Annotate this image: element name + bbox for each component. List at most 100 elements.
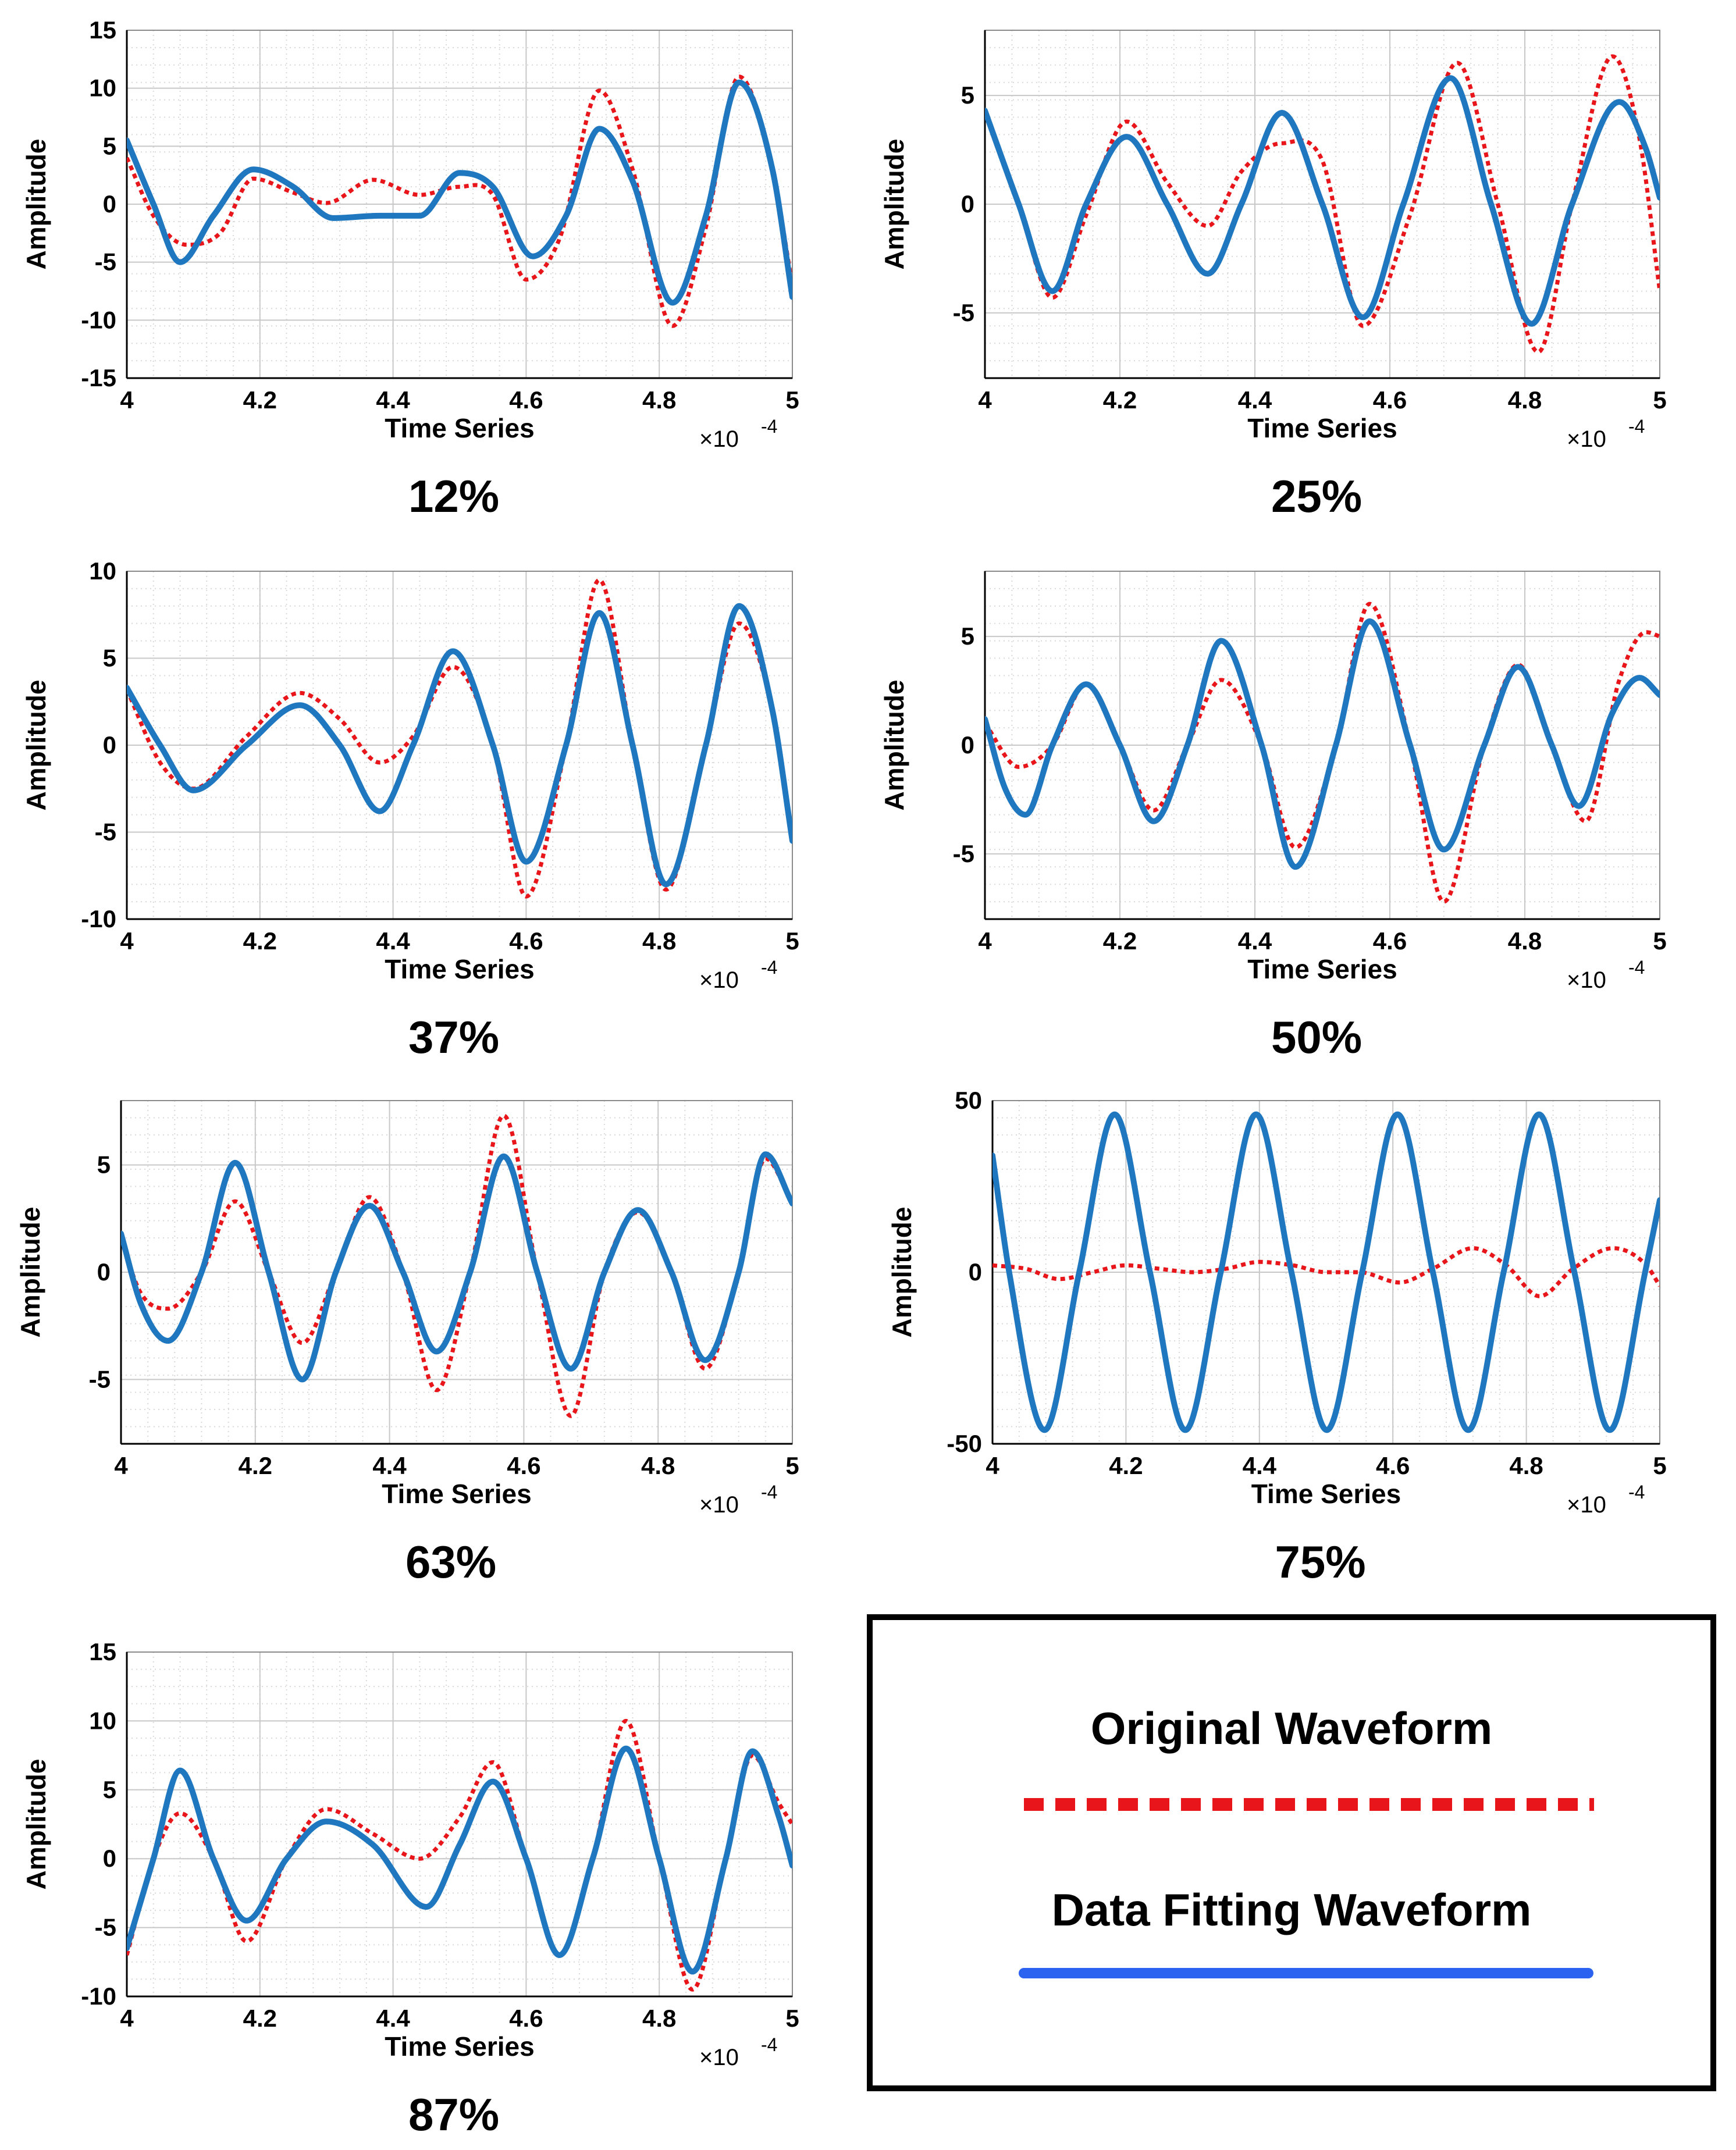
y-tick-label: 0 <box>103 731 116 759</box>
x-axis-multiplier: ×10 <box>699 967 739 993</box>
series-group <box>127 1718 792 1992</box>
y-tick-label: 0 <box>961 190 974 218</box>
y-tick-label: 10 <box>89 74 116 102</box>
y-tick-label: 5 <box>103 1776 116 1803</box>
x-tick-label: 4.8 <box>1509 1452 1543 1479</box>
x-tick-label: 5 <box>785 1452 799 1479</box>
x-tick-label: 4 <box>978 386 992 414</box>
x-tick-label: 4.8 <box>1508 386 1542 414</box>
x-axis-multiplier: ×10 <box>699 426 739 452</box>
panel-caption: 75% <box>1275 1536 1365 1587</box>
chart-panel-4: 4 4.2 4.4 4.6 4.8 5 5 0 -5 Time Series Amplitude ×1… <box>879 571 1667 1063</box>
series-data-fitting-waveform <box>985 75 1660 327</box>
y-axis-label: Amplitude <box>21 139 51 270</box>
legend-fit-label: Data Fitting Waveform <box>1052 1884 1532 1935</box>
chart-panel-3: 4 4.2 4.4 4.6 4.8 5 10 5 0 -5 -10 Time Series Amplit… <box>21 557 799 1063</box>
y-tick-label: -5 <box>89 1365 111 1393</box>
series-data-fitting-waveform <box>127 79 792 306</box>
x-tick-label: 5 <box>785 386 799 414</box>
y-tick-label: 0 <box>103 1845 116 1872</box>
panel-caption: 12% <box>408 471 499 522</box>
x-tick-label: 4.4 <box>376 2005 410 2032</box>
chart-panel-1: 4 4.2 4.4 4.6 4.8 5 15 10 5 0 -5 -10 -15 Time Series A… <box>21 16 799 522</box>
series-data-fitting-waveform <box>992 1111 1660 1433</box>
x-tick-label: 5 <box>1653 927 1666 955</box>
series-data-fitting-waveform <box>985 618 1660 870</box>
x-tick-label: 4.6 <box>509 2005 543 2032</box>
series-original-waveform <box>127 578 792 899</box>
x-tick-label: 4.2 <box>1109 1452 1143 1479</box>
x-axis-label: Time Series <box>385 413 534 443</box>
x-axis-label: Time Series <box>385 2031 534 2062</box>
legend-box: Original Waveform Data Fitting Waveform <box>867 1614 1716 2091</box>
x-axis-exponent: -4 <box>1628 957 1645 978</box>
series-data-fitting-waveform <box>127 1745 792 1975</box>
x-axis-multiplier: ×10 <box>699 2045 739 2070</box>
x-axis-exponent: -4 <box>761 2034 777 2055</box>
series-original-waveform <box>985 54 1660 354</box>
x-tick-label: 4.2 <box>243 2005 277 2032</box>
x-axis-exponent: -4 <box>761 957 777 978</box>
x-tick-label: 4.2 <box>243 386 277 414</box>
x-tick-label: 4.4 <box>372 1452 407 1479</box>
x-axis-exponent: -4 <box>761 1482 777 1503</box>
chart-panel-2: 4 4.2 4.4 4.6 4.8 5 5 0 -5 Time Series Amplitude ×1… <box>879 30 1667 522</box>
series-original-waveform <box>127 1718 792 1992</box>
y-tick-label: 15 <box>89 1638 116 1665</box>
x-axis-multiplier: ×10 <box>1567 1492 1606 1518</box>
y-axis-label: Amplitude <box>21 680 51 811</box>
major-grid <box>126 1651 793 1997</box>
series-group <box>127 578 792 899</box>
major-grid <box>992 1100 1660 1444</box>
x-tick-label: 4 <box>114 1452 128 1479</box>
x-axis-label: Time Series <box>1251 1479 1401 1509</box>
x-tick-label: 5 <box>1653 1452 1666 1479</box>
x-tick-label: 4.6 <box>507 1452 540 1479</box>
x-axis-label: Time Series <box>1247 954 1397 984</box>
x-tick-label: 4.6 <box>509 386 543 414</box>
x-tick-label: 4.2 <box>243 927 277 955</box>
x-tick-label: 5 <box>785 927 799 955</box>
panel-caption: 50% <box>1271 1012 1362 1063</box>
panel-caption: 25% <box>1271 471 1362 522</box>
x-tick-label: 5 <box>1653 386 1666 414</box>
major-grid <box>126 30 793 379</box>
x-tick-label: 4 <box>120 2005 134 2032</box>
x-tick-label: 4.4 <box>1243 1452 1277 1479</box>
x-tick-label: 4 <box>978 927 992 955</box>
x-tick-label: 4.4 <box>1238 386 1272 414</box>
x-axis-label: Time Series <box>382 1479 531 1509</box>
y-tick-label: -10 <box>81 306 116 333</box>
series-group <box>985 54 1660 354</box>
x-tick-label: 4.6 <box>1376 1452 1410 1479</box>
x-axis-label: Time Series <box>385 954 534 984</box>
series-group <box>121 1113 792 1418</box>
y-tick-label: 5 <box>97 1151 111 1179</box>
x-tick-label: 4.6 <box>1373 386 1407 414</box>
chart-panel-5: 4 4.2 4.4 4.6 4.8 5 5 0 -5 Time Series Amplitude ×1… <box>15 1100 799 1587</box>
y-axis-label: Amplitude <box>21 1759 51 1890</box>
series-group <box>127 74 792 328</box>
x-axis-exponent: -4 <box>1628 416 1645 437</box>
chart-panel-6: 4 4.2 4.4 4.6 4.8 5 50 0 -50 Time Series Amplitude… <box>887 1087 1667 1587</box>
y-tick-label: 50 <box>955 1087 982 1114</box>
series-original-waveform <box>992 1246 1660 1298</box>
y-tick-label: -5 <box>95 1914 116 1941</box>
x-tick-label: 4 <box>120 386 134 414</box>
x-axis-multiplier: ×10 <box>1567 426 1606 452</box>
y-tick-label: -5 <box>95 818 116 846</box>
series-original-waveform <box>121 1113 792 1418</box>
y-tick-label: -10 <box>81 905 116 932</box>
x-tick-label: 4.2 <box>1103 386 1137 414</box>
y-tick-label: -10 <box>81 1982 116 2010</box>
x-tick-label: 4.8 <box>641 1452 675 1479</box>
y-tick-label: 5 <box>961 622 974 650</box>
x-axis-label: Time Series <box>1247 413 1397 443</box>
y-tick-label: 0 <box>969 1258 982 1286</box>
y-tick-label: 10 <box>89 557 116 585</box>
minor-grid <box>127 1652 792 1996</box>
x-tick-label: 4.6 <box>509 927 543 955</box>
panel-caption: 87% <box>408 2089 499 2140</box>
y-axis-label: Amplitude <box>887 1207 917 1338</box>
